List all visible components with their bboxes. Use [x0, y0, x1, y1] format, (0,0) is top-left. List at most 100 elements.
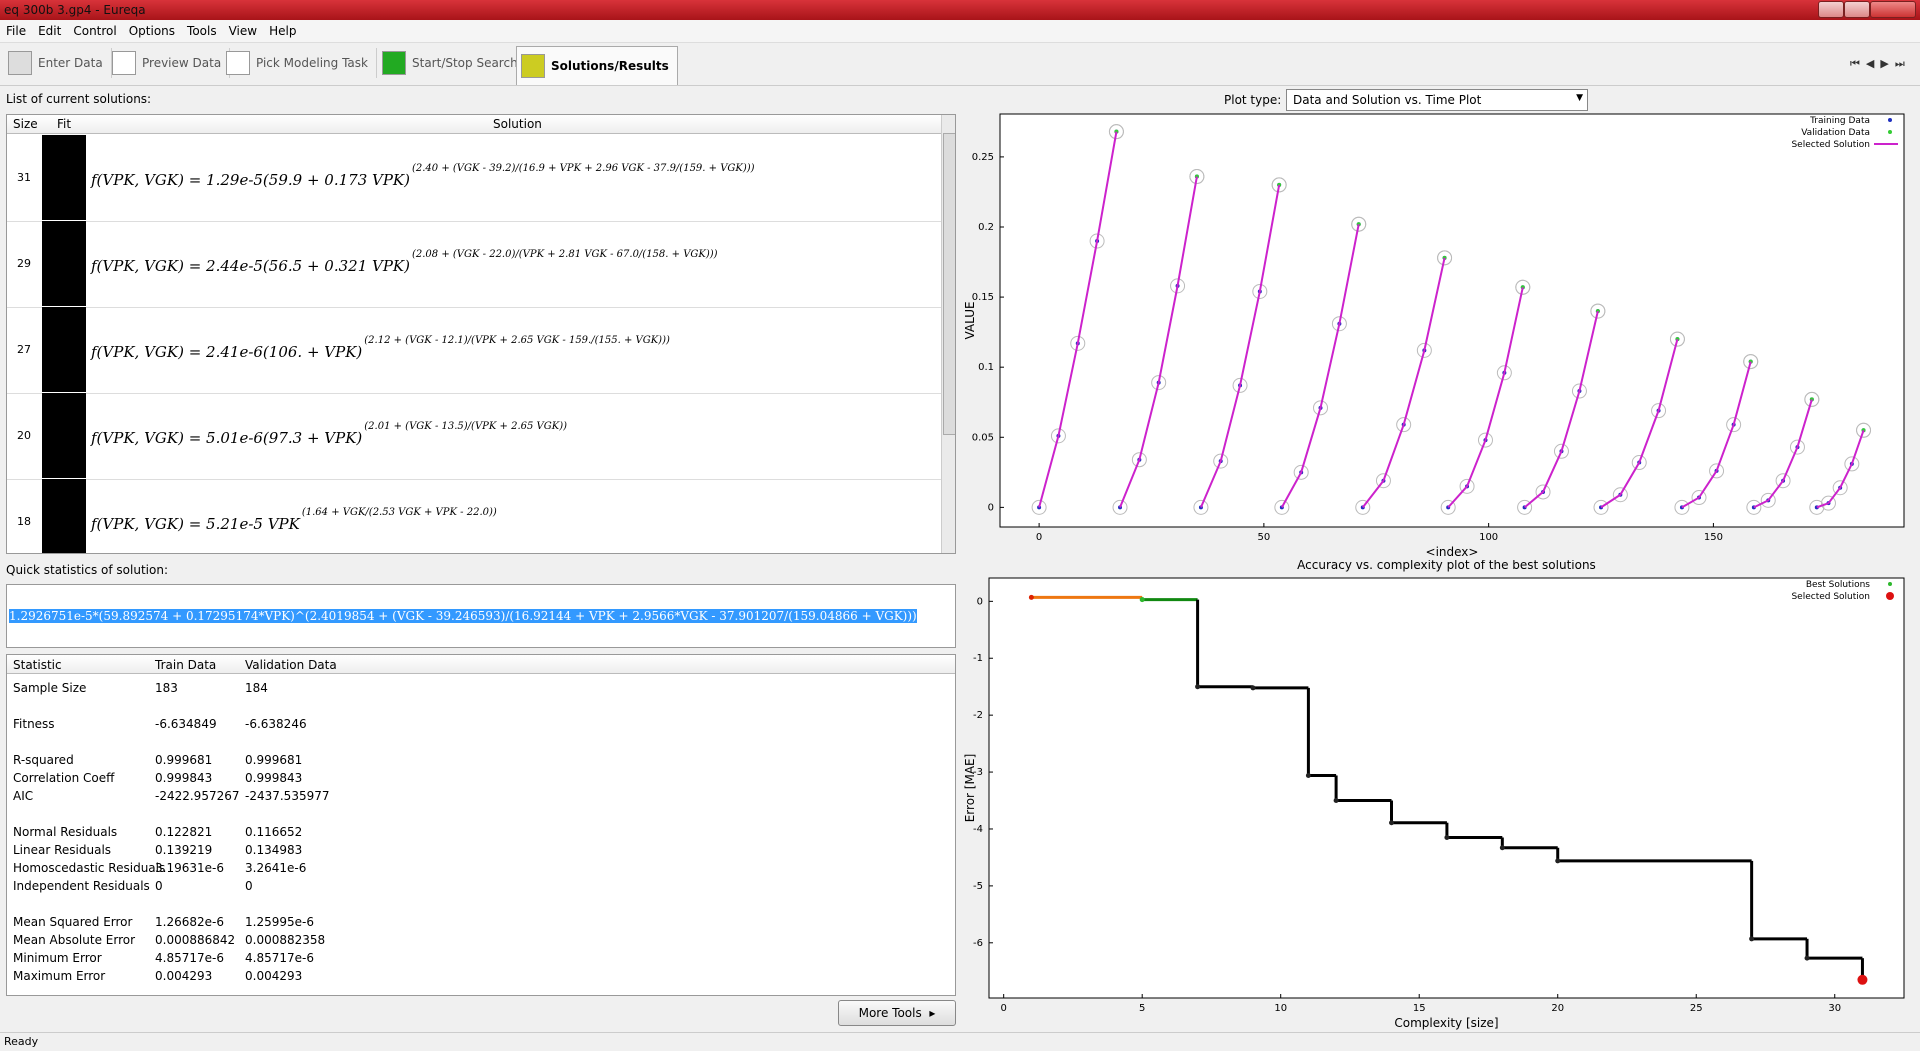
- toolbar-button[interactable]: Preview Data: [108, 48, 231, 78]
- toolbar-button[interactable]: Pick Modeling Task: [222, 48, 377, 78]
- scroll-thumb[interactable]: [943, 133, 955, 435]
- data-point: [1333, 798, 1339, 804]
- toolbar-button[interactable]: Enter Data: [4, 48, 112, 78]
- y-tick-label: 0: [988, 502, 994, 513]
- point-halo: [1553, 443, 1569, 459]
- point-halo: [1789, 439, 1805, 455]
- solution-row[interactable]: 31 f(VPK, VGK) = 1.29e-5(59.9 + 0.173 VPK…: [7, 135, 941, 222]
- data-point: [1139, 597, 1145, 603]
- formula-box: 1.2926751e-5*(59.892574 + 0.17295174*VPK…: [6, 584, 956, 648]
- plot-type-dropdown[interactable]: Data and Solution vs. Time Plot ▼: [1286, 89, 1588, 111]
- x-tick-label: 10: [1274, 1003, 1287, 1014]
- point-halo: [1396, 417, 1412, 433]
- solution-row[interactable]: 18 f(VPK, VGK) = 5.21e-5 VPK(1.64 + VGK/(…: [7, 479, 941, 553]
- x-axis-label: <index>: [1426, 545, 1479, 559]
- legend-label: Best Solutions: [1806, 580, 1870, 590]
- solution-row[interactable]: 20 f(VPK, VGK) = 5.01e-6(97.3 + VPK)(2.01…: [7, 393, 941, 480]
- chart-title: Accuracy vs. complexity plot of the best…: [1297, 560, 1596, 572]
- y-tick-label: -4: [973, 824, 983, 835]
- column-header: Validation Data: [245, 658, 337, 672]
- solution-row[interactable]: 27 f(VPK, VGK) = 2.41e-6(106. + VPK)(2.12…: [7, 307, 941, 394]
- point-halo: [1496, 365, 1512, 381]
- solution-line: [1038, 131, 1865, 509]
- toolbar-button[interactable]: Solutions/Results: [516, 46, 678, 85]
- close-button[interactable]: [1870, 1, 1916, 18]
- toolbar-button[interactable]: Start/Stop Search: [378, 48, 527, 78]
- stat-value: 0.999843: [245, 771, 303, 785]
- solutions-table: Size Fit Solution 31 f(VPK, VGK) = 1.29e-…: [6, 114, 956, 554]
- point-halo: [1535, 484, 1551, 500]
- point-halo: [1709, 463, 1725, 479]
- point-halo: [1313, 400, 1329, 416]
- plot-area: [988, 577, 1905, 999]
- y-tick-label: 0.1: [978, 362, 994, 373]
- menu-item[interactable]: Edit: [38, 24, 62, 38]
- y-tick-label: 0.25: [972, 152, 994, 163]
- equation-exponent: (2.08 + (VGK - 22.0)/(VPK + 2.81 VGK - 6…: [411, 249, 718, 260]
- plot-area: [999, 113, 1905, 528]
- stat-value: -6.638246: [245, 717, 307, 731]
- formula-text[interactable]: 1.2926751e-5*(59.892574 + 0.17295174*VPK…: [9, 609, 917, 623]
- nav-arrows[interactable]: ⏮◀▶⏭: [1850, 57, 1911, 70]
- legend-label: Selected Solution: [1791, 140, 1870, 150]
- point-halo: [1571, 383, 1587, 399]
- stat-value: 0.004293: [245, 969, 303, 983]
- solution-row[interactable]: 29 f(VPK, VGK) = 2.44e-5(56.5 + 0.321 VPK…: [7, 221, 941, 308]
- size-cell: 27: [17, 343, 31, 356]
- stat-value: 4.85717e-6: [245, 951, 314, 965]
- point-halo: [1437, 250, 1453, 266]
- stat-name: Minimum Error: [13, 951, 102, 965]
- point-halo: [1351, 216, 1367, 232]
- y-tick-label: 0: [977, 596, 983, 607]
- time-plot: <index> VALUE 0 50 100 150 0 0.05 0.1 0.15 0.2 0.25…: [963, 113, 1905, 559]
- toolbar-label: Pick Modeling Task: [256, 56, 368, 70]
- y-tick-label: 0.15: [972, 292, 994, 303]
- data-point: [1804, 955, 1810, 961]
- size-cell: 18: [17, 515, 31, 528]
- point-halo: [1856, 422, 1872, 438]
- y-axis-label: VALUE: [963, 301, 977, 339]
- menu-bar: File Edit Control Options Tools View Help: [0, 20, 1920, 43]
- menu-item[interactable]: Tools: [187, 24, 217, 38]
- minimize-button[interactable]: [1818, 1, 1844, 18]
- data-point: [1499, 845, 1505, 851]
- point-halo: [1355, 499, 1371, 515]
- toolbar-icon: [382, 51, 406, 75]
- menu-item[interactable]: Control: [73, 24, 117, 38]
- equation: f(VPK, VGK) = 2.41e-6(106. + VPK)(2.12 +…: [91, 335, 670, 361]
- more-tools-button[interactable]: More Tools ▸: [838, 1000, 956, 1026]
- point-halo: [1844, 456, 1860, 472]
- point-halo: [1213, 453, 1229, 469]
- data-point: [1749, 936, 1755, 942]
- y-tick-label: -6: [973, 938, 983, 949]
- equation: f(VPK, VGK) = 5.21e-5 VPK(1.64 + VGK/(2.…: [91, 507, 497, 533]
- stat-value: 4.85717e-6: [155, 951, 224, 965]
- menu-item[interactable]: File: [6, 24, 27, 38]
- stat-name: Homoscedastic Residuals: [13, 861, 166, 875]
- stat-value: 0.122821: [155, 825, 213, 839]
- column-header: Train Data: [155, 658, 217, 672]
- point-halo: [1331, 316, 1347, 332]
- maximize-button[interactable]: [1844, 1, 1870, 18]
- complexity-plot: Accuracy vs. complexity plot of the best…: [963, 560, 1905, 1030]
- toolbar-label: Solutions/Results: [551, 59, 669, 73]
- menu-item[interactable]: Help: [269, 24, 297, 38]
- toolbar-label: Preview Data: [142, 56, 222, 70]
- equation-main: f(VPK, VGK) = 5.01e-6(97.3 + VPK): [91, 429, 363, 447]
- fit-cell: [42, 393, 86, 478]
- point-halo: [1612, 487, 1628, 503]
- point-halo: [1674, 499, 1690, 515]
- stat-value: 183: [155, 681, 178, 695]
- menu-item[interactable]: View: [228, 24, 258, 38]
- scrollbar[interactable]: [941, 115, 955, 553]
- menu-item[interactable]: Options: [128, 24, 176, 38]
- column-header: Statistic: [13, 658, 62, 672]
- data-point: [1195, 684, 1201, 690]
- legend-swatch: [1888, 582, 1892, 586]
- point-halo: [1832, 480, 1848, 496]
- plot-type-label: Plot type:: [1224, 93, 1282, 107]
- equation-exponent: (2.12 + (VGK - 12.1)/(VPK + 2.65 VGK - 1…: [364, 335, 670, 346]
- y-tick-label: -3: [973, 767, 983, 778]
- equation-exponent: (2.01 + (VGK - 13.5)/(VPK + 2.65 VGK)): [364, 421, 568, 432]
- point-halo: [1459, 478, 1475, 494]
